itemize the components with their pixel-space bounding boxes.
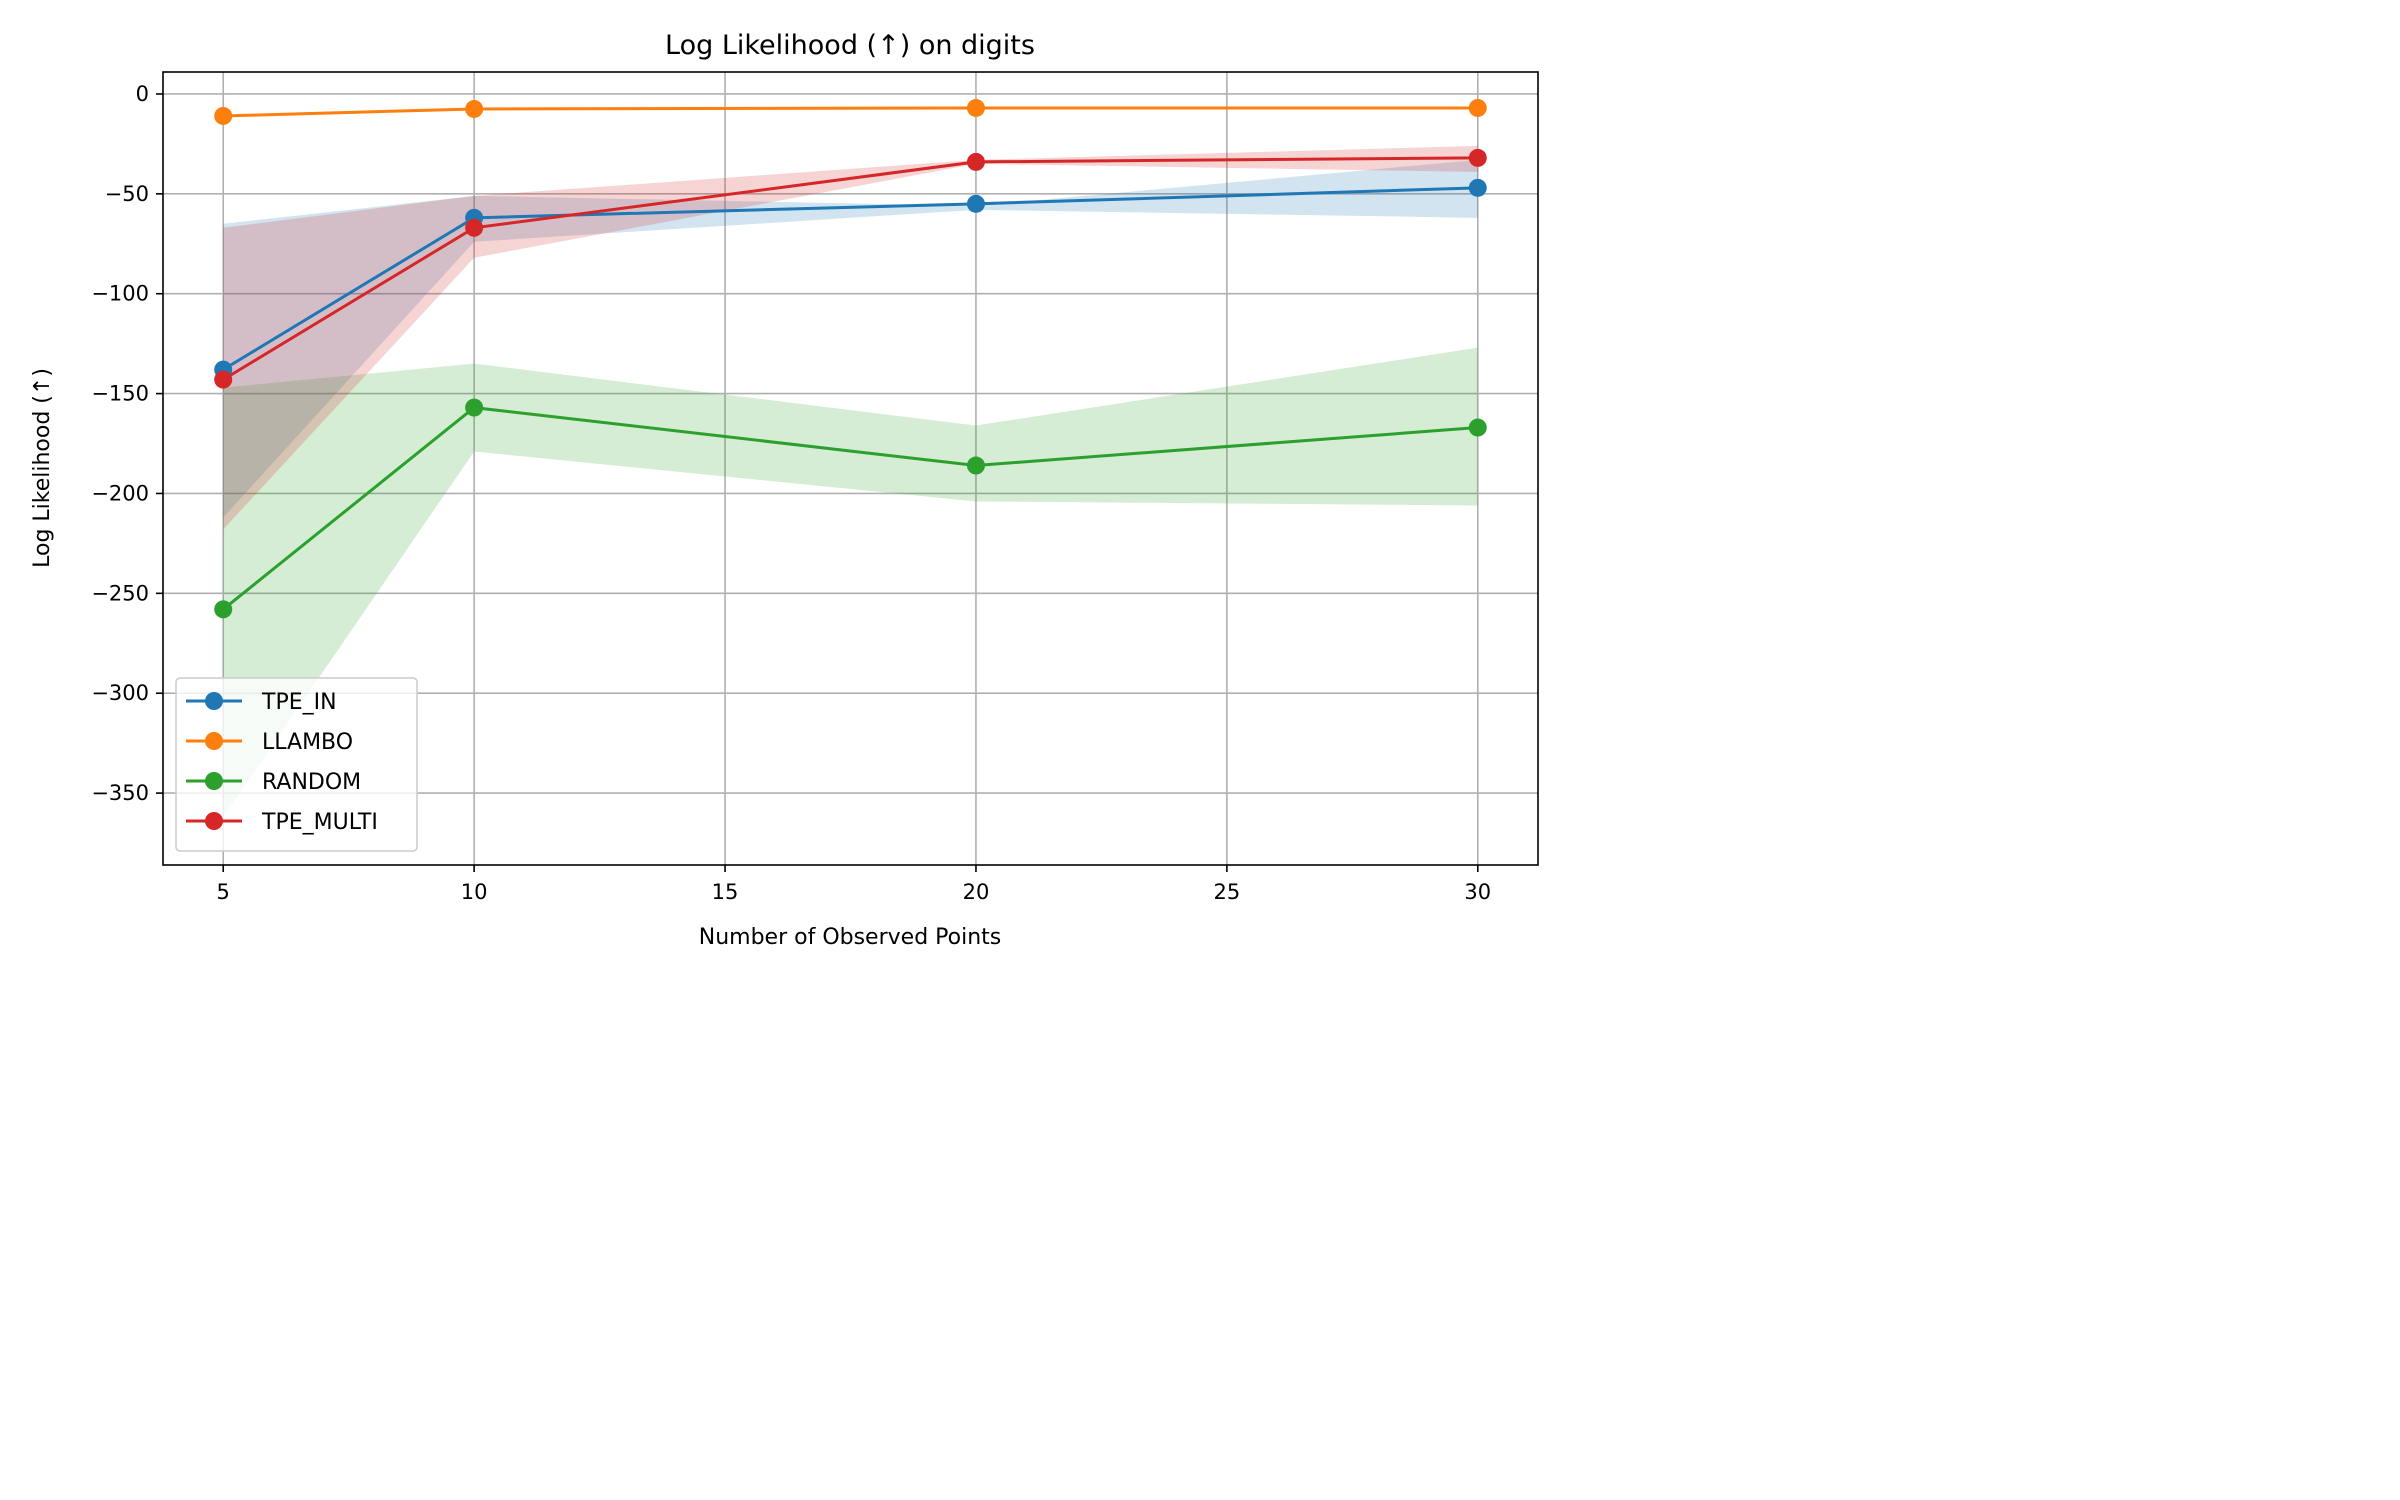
x-axis-ticks: 5 10 15 20 25 30 — [217, 865, 1491, 904]
x-tick-label: 25 — [1214, 880, 1241, 904]
y-tick-label: −350 — [91, 781, 149, 805]
x-tick-label: 5 — [217, 880, 230, 904]
point-llambo — [1468, 98, 1487, 117]
y-axis-label: Log Likelihood (↑) — [30, 368, 55, 568]
y-axis-ticks: 0 −50 −100 −150 −200 −250 −300 −350 — [91, 82, 163, 805]
y-tick-label: −150 — [91, 382, 149, 406]
line-tpe-multi — [222, 156, 1478, 381]
chart: Log Likelihood (↑) on digits 5 10 15 20 25 30… — [30, 30, 1539, 950]
x-tick-label: 15 — [712, 880, 739, 904]
point-random — [214, 600, 233, 619]
legend-label-tpe-multi: TPE_MULTI — [261, 810, 378, 835]
band-tpe-multi — [223, 145, 1478, 530]
band-tpe-in — [223, 159, 1478, 518]
confidence-bands — [223, 107, 1478, 818]
y-tick-label: −250 — [91, 581, 149, 605]
legend-label-llambo: LLAMBO — [262, 730, 353, 755]
line-tpe-in — [222, 186, 1478, 371]
plot-frame — [162, 71, 1539, 866]
point-tpe-multi — [966, 152, 985, 171]
legend-label-random: RANDOM — [262, 770, 361, 795]
line-llambo — [223, 106, 1478, 118]
legend-marker-tpe-in — [205, 692, 223, 710]
point-llambo — [465, 99, 484, 118]
point-tpe-multi — [1468, 148, 1487, 167]
legend-marker-llambo — [205, 732, 223, 750]
x-tick-label: 10 — [461, 880, 488, 904]
legend: TPE_IN LLAMBO RANDOM TPE_MULTI — [175, 677, 418, 852]
y-tick-label: 0 — [136, 82, 149, 106]
point-llambo — [966, 98, 985, 117]
grid — [163, 72, 1538, 865]
legend-marker-random — [205, 772, 223, 790]
point-llambo — [214, 106, 233, 125]
series-markers — [214, 98, 1487, 619]
legend-box — [175, 677, 418, 852]
legend-label-tpe-in: TPE_IN — [261, 690, 337, 715]
line-random — [222, 406, 1478, 611]
y-tick-label: −200 — [91, 481, 149, 505]
point-tpe-multi — [465, 218, 484, 237]
legend-marker-tpe-multi — [205, 812, 223, 830]
point-tpe-in — [966, 194, 985, 213]
series-lines — [222, 106, 1478, 611]
y-tick-label: −300 — [91, 681, 149, 705]
y-tick-label: −100 — [91, 282, 149, 306]
x-axis-label: Number of Observed Points — [699, 925, 1002, 950]
point-random — [966, 456, 985, 475]
chart-title: Log Likelihood (↑) on digits — [665, 30, 1035, 61]
point-random — [465, 398, 484, 417]
point-tpe-multi — [214, 370, 233, 389]
point-tpe-in — [1468, 178, 1487, 197]
x-tick-label: 30 — [1464, 880, 1491, 904]
y-tick-label: −50 — [105, 182, 149, 206]
x-tick-label: 20 — [963, 880, 990, 904]
point-random — [1468, 418, 1487, 437]
band-random — [223, 347, 1478, 818]
